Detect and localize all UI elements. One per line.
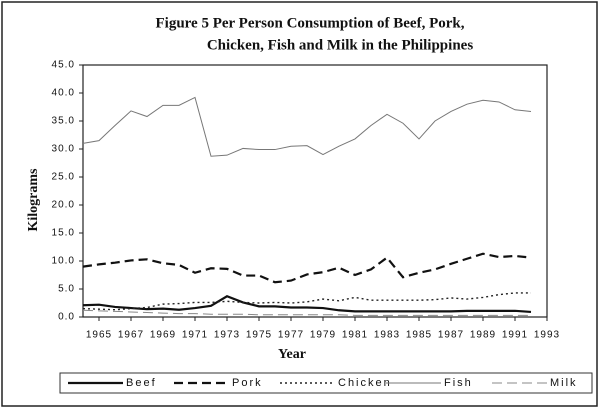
- series-line: [82, 252, 532, 284]
- chart-title: Figure 5 Per Person Consumption of Beef,…: [155, 15, 464, 31]
- legend-label: Milk: [550, 377, 578, 389]
- x-tick-label: 1989: [470, 330, 496, 341]
- y-tick-label: 10.0: [52, 256, 75, 267]
- legend-label: Pork: [232, 377, 263, 389]
- x-tick-label: 1991: [502, 330, 528, 341]
- series-line: [82, 295, 532, 314]
- x-tick-label: 1971: [182, 330, 208, 341]
- x-tick-label: 1967: [118, 330, 144, 341]
- y-tick-label: 15.0: [52, 228, 75, 239]
- legend-box: [59, 372, 593, 394]
- x-tick-label: 1977: [278, 330, 304, 341]
- legend-label: Fish: [444, 377, 473, 389]
- y-tick-label: 30.0: [52, 144, 75, 155]
- y-tick-label: 35.0: [52, 116, 75, 127]
- x-tick-label: 1983: [374, 330, 400, 341]
- y-tick-label: 25.0: [52, 172, 75, 183]
- x-tick-label: 1979: [310, 330, 336, 341]
- y-tick-label: 5.0: [58, 284, 75, 295]
- y-axis-label: Kilograms: [26, 168, 41, 232]
- x-tick-label: 1987: [438, 330, 464, 341]
- series-line: [82, 96, 532, 157]
- legend-label: Chicken: [338, 377, 392, 389]
- x-tick-label: 1973: [214, 330, 240, 341]
- x-axis-label: Year: [278, 347, 306, 362]
- y-tick-label: 0.0: [58, 312, 75, 323]
- y-tick-label: 45.0: [52, 60, 75, 71]
- series-line: [82, 292, 531, 311]
- x-tick-label: 1969: [150, 330, 176, 341]
- y-tick-label: 40.0: [52, 88, 75, 99]
- x-tick-label: 1985: [406, 330, 432, 341]
- chart-title: Chicken, Fish and Milk in the Philippine…: [207, 37, 473, 53]
- x-tick-label: 1965: [86, 330, 112, 341]
- x-tick-label: 1975: [246, 330, 272, 341]
- x-tick-label: 1981: [342, 330, 368, 341]
- y-tick-label: 20.0: [52, 200, 75, 211]
- x-tick-label: 1993: [534, 330, 560, 341]
- plot-frame: [82, 64, 548, 318]
- legend-label: Beef: [126, 377, 157, 389]
